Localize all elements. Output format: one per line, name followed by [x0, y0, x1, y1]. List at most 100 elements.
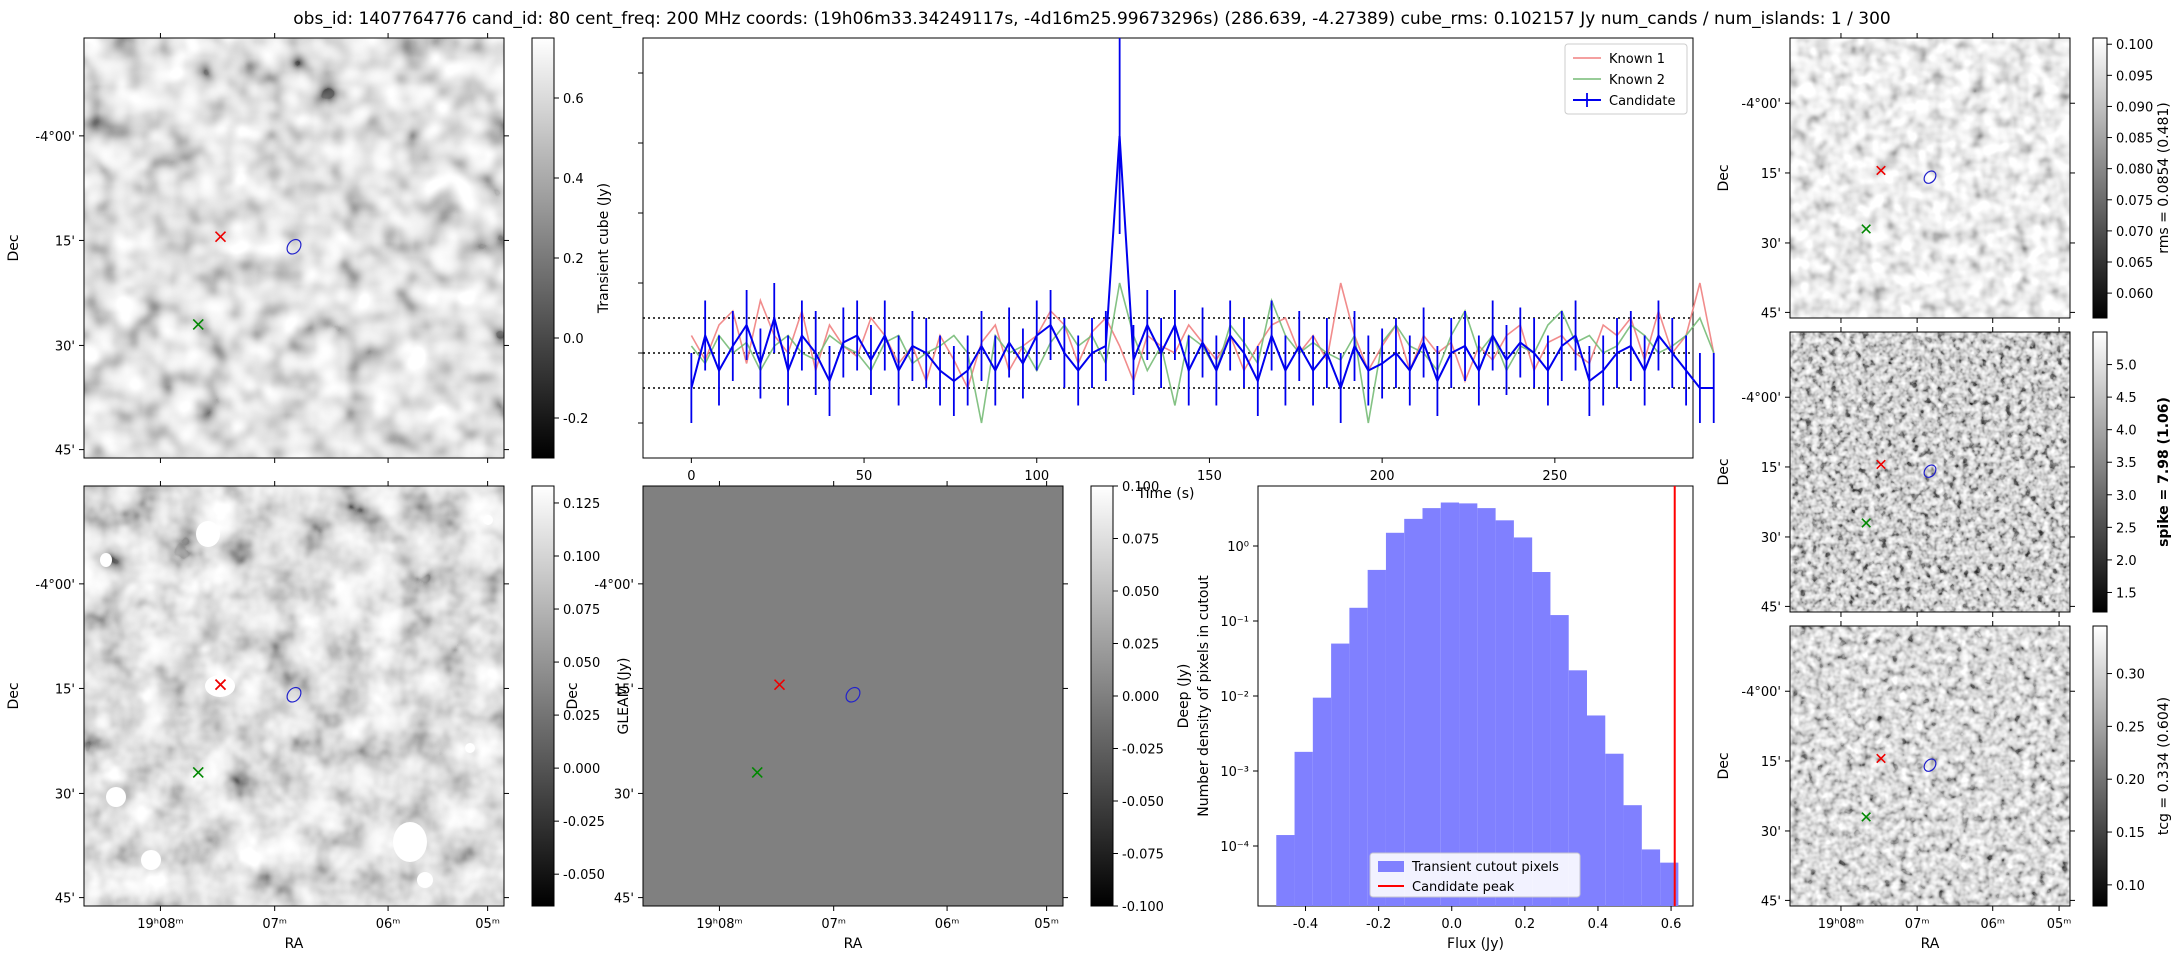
spike-colorbar-tick-label: 2.5: [2116, 521, 2137, 536]
spike-colorbar-tick-label: 4.0: [2116, 424, 2137, 439]
histogram-bar: [1605, 753, 1624, 906]
deep-colorbar-tick-label: 0.000: [563, 762, 600, 777]
transient-colorbar-tick-label: 0.6: [563, 92, 584, 107]
dynamic-layer: -4°00' 15' 30' 45' Dec -4°00' 15' 30' 45' 19ʰ08ᵐ 0…: [6, 33, 2172, 952]
legend-label: Candidate: [1609, 94, 1675, 109]
rms-colorbar-tick-label: 0.070: [2116, 225, 2153, 240]
histogram-bar: [1276, 835, 1295, 906]
dec-tick-label: 30': [1761, 237, 1781, 252]
dec-tick-label: 30': [55, 339, 75, 354]
deep-colorbar-tick-label: -0.050: [563, 868, 605, 883]
tcg-colorbar-tick-label: 0.25: [2116, 720, 2145, 735]
dec-axis-label: Dec: [6, 234, 22, 261]
spike-colorbar-tick-label: 1.5: [2116, 586, 2137, 601]
dec-tick-label: 30': [614, 787, 634, 802]
x-axis-label: Time (s): [1137, 486, 1195, 502]
dec-tick-label: 15': [614, 682, 634, 697]
dec-tick-label: 15': [1761, 167, 1781, 182]
legend-swatch: [1378, 861, 1404, 872]
known-source-marker: [192, 766, 204, 779]
histogram-bar: [1459, 503, 1478, 906]
dec-tick-label: 30': [1761, 825, 1781, 840]
spike-colorbar-tick-label: 4.5: [2116, 391, 2137, 406]
y-tick-label: 10⁻³: [1220, 765, 1249, 780]
ra-tick-label: 07ᵐ: [821, 917, 846, 932]
deep-colorbar-tick-label: 0.075: [563, 603, 600, 618]
y-tick-label: 10⁰: [1227, 540, 1249, 555]
lightcurve-axes: [642, 37, 1694, 459]
dec-tick-label: -4°00': [1741, 685, 1781, 700]
gleam-panel: [642, 485, 1064, 907]
transient-image: [84, 38, 504, 458]
ra-tick-label: 05ᵐ: [2047, 917, 2072, 932]
rms-colorbar-tick-label: 0.085: [2116, 132, 2153, 147]
suptitle: obs_id: 1407764776 cand_id: 80 cent_freq…: [293, 9, 1890, 29]
rms-colorbar-tick-label: 0.075: [2116, 194, 2153, 209]
gleam-colorbar-tick-label: 0.050: [1122, 585, 1159, 600]
gleam-colorbar: [1090, 485, 1114, 907]
histogram-bar: [1477, 508, 1496, 906]
lightcurve-legend: [1564, 43, 1688, 115]
y-tick-label: 10⁻⁴: [1220, 840, 1249, 855]
dec-tick-label: 45': [1761, 306, 1781, 321]
dec-axis-label: Dec: [6, 682, 22, 709]
y-tick-label: 10⁻²: [1220, 690, 1249, 705]
rms-colorbar-tick-label: 0.060: [2116, 287, 2153, 302]
colorbar-label: Transient cube (Jy): [596, 183, 612, 314]
dec-axis-label: Dec: [1716, 164, 1732, 191]
deep-colorbar-tick-label: -0.025: [563, 815, 605, 830]
dec-axis-label: Dec: [565, 682, 581, 709]
ra-tick-label: 07ᵐ: [262, 917, 287, 932]
rms-image: [1790, 38, 2070, 318]
dec-tick-label: 45': [55, 892, 75, 907]
dec-axis-label: Dec: [1716, 752, 1732, 779]
x-tick-label: 0.4: [1588, 917, 1609, 932]
rms-colorbar-tick-label: 0.090: [2116, 100, 2153, 115]
histogram-bar: [1513, 537, 1533, 906]
colorbar-label: spike = 7.98 (1.06): [2156, 397, 2172, 547]
dec-tick-label: -4°00': [35, 130, 75, 145]
dec-tick-label: 45': [55, 444, 75, 459]
dec-tick-label: -4°00': [594, 578, 634, 593]
x-tick-label: 0.0: [1441, 917, 1462, 932]
histogram-bar: [1440, 502, 1460, 906]
colorbar-label: rms = 0.0854 (0.481): [2156, 102, 2172, 254]
histogram-bar: [1495, 520, 1514, 906]
transient-colorbar: [531, 37, 555, 459]
histogram-bar: [1294, 751, 1313, 906]
histogram-bar: [1422, 508, 1441, 906]
deep-colorbar: [531, 485, 555, 907]
known-source-marker: [192, 318, 204, 331]
x-tick-label: -0.4: [1293, 917, 1318, 932]
histogram-bar: [1349, 607, 1368, 906]
dec-tick-label: 30': [55, 787, 75, 802]
gleam-colorbar-tick-label: 0.000: [1122, 690, 1159, 705]
legend-label: Known 2: [1609, 73, 1665, 88]
ra-tick-label: 06ᵐ: [376, 917, 401, 932]
ra-tick-label: 05ᵐ: [475, 917, 500, 932]
histogram-bar: [1623, 805, 1642, 906]
x-tick-label: 0: [687, 469, 695, 484]
deep-colorbar-tick-label: 0.125: [563, 497, 600, 512]
ra-tick-label: 07ᵐ: [1905, 917, 1930, 932]
transient-colorbar-tick-label: 0.0: [563, 332, 584, 347]
dec-tick-label: -4°00': [35, 578, 75, 593]
x-tick-label: 150: [1197, 469, 1222, 484]
island-ellipse: [1923, 170, 1937, 184]
island-ellipse: [286, 238, 302, 255]
candidate-marker: [214, 231, 227, 243]
gleam-colorbar-tick-label: 0.100: [1122, 480, 1159, 495]
rms-colorbar-tick-label: 0.100: [2116, 38, 2153, 53]
tcg-colorbar-tick-label: 0.20: [2116, 773, 2145, 788]
spike-colorbar: [2092, 331, 2108, 613]
histogram-bar: [1312, 697, 1332, 906]
tcg-colorbar-tick-label: 0.10: [2116, 879, 2145, 894]
tcg-image: [1790, 626, 2070, 906]
island-ellipse: [1923, 464, 1937, 478]
rms-colorbar-tick-label: 0.080: [2116, 163, 2153, 178]
colorbar-label: Deep (Jy): [1176, 664, 1192, 729]
dec-tick-label: 15': [55, 234, 75, 249]
transient-panel: [83, 37, 505, 459]
x-tick-label: 200: [1370, 469, 1395, 484]
